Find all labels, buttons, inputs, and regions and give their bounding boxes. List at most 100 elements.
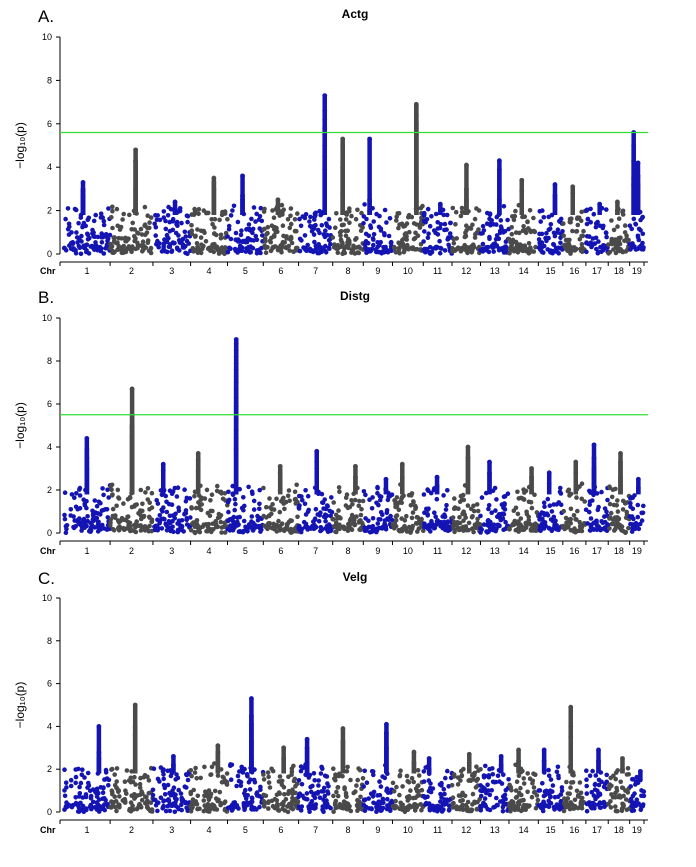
snp-point — [109, 805, 114, 810]
snp-point — [470, 248, 475, 253]
snp-point — [333, 520, 339, 526]
snp-point — [508, 240, 513, 245]
snp-point — [165, 782, 171, 788]
snp-point — [471, 508, 477, 514]
snp-point — [376, 224, 382, 230]
snp-point — [486, 773, 492, 778]
snp-point — [455, 520, 460, 525]
snp-point — [232, 507, 237, 513]
snp-point — [636, 237, 642, 243]
snp-point — [254, 248, 260, 253]
snp-point — [262, 236, 268, 241]
snp-point — [239, 228, 244, 233]
snp-point — [172, 199, 178, 205]
snp-point — [172, 795, 178, 801]
snp-point — [163, 218, 168, 224]
snp-point — [295, 211, 300, 216]
snp-point — [458, 768, 464, 774]
snp-point — [179, 797, 185, 803]
snp-point — [541, 747, 547, 753]
snp-point — [199, 242, 204, 247]
snp-point — [391, 244, 397, 250]
snp-point — [302, 215, 308, 221]
snp-point — [561, 808, 567, 814]
snp-point — [320, 247, 326, 253]
snp-point — [340, 738, 346, 744]
snp-point — [254, 790, 260, 795]
snp-point — [443, 507, 449, 512]
snp-point — [327, 246, 332, 251]
snp-point — [565, 791, 571, 796]
snp-point — [149, 490, 155, 496]
snp-point — [164, 509, 170, 515]
chr-label: 10 — [403, 546, 413, 556]
snp-point — [328, 241, 333, 247]
snp-point — [434, 483, 440, 489]
snp-point — [498, 218, 504, 223]
snp-point — [148, 215, 154, 220]
chr-label: 9 — [375, 546, 380, 556]
snp-point — [484, 221, 490, 226]
snp-point — [494, 214, 500, 220]
snp-point — [579, 242, 585, 247]
snp-point — [406, 246, 411, 252]
snp-point — [296, 794, 301, 800]
snp-point — [528, 522, 533, 527]
snp-point — [428, 781, 433, 786]
snp-point — [502, 244, 508, 249]
snp-point — [298, 768, 304, 774]
snp-point — [492, 485, 498, 491]
snp-point — [538, 219, 543, 224]
snp-point — [549, 509, 555, 514]
snp-point — [413, 132, 419, 138]
snp-point — [384, 786, 390, 791]
snp-point — [183, 250, 188, 256]
snp-point — [603, 230, 609, 236]
chr-label: 8 — [345, 825, 350, 835]
snp-point — [355, 207, 360, 213]
snp-point — [189, 506, 194, 511]
snp-point — [233, 395, 239, 400]
snp-point — [163, 226, 169, 232]
snp-point — [554, 769, 560, 775]
snp-point — [299, 781, 305, 787]
panel-letter: A. — [38, 7, 54, 26]
snp-point — [366, 518, 371, 524]
snp-point — [149, 505, 155, 510]
snp-point — [408, 503, 414, 508]
snp-point — [166, 204, 171, 210]
snp-point — [209, 764, 215, 770]
snp-point — [288, 206, 294, 211]
snp-point — [541, 500, 547, 506]
snp-point — [352, 522, 358, 528]
snp-point — [304, 736, 310, 742]
snp-point — [397, 772, 403, 778]
snp-point — [453, 209, 459, 215]
snp-point — [394, 784, 399, 790]
snp-point — [390, 780, 396, 786]
snp-point — [195, 528, 201, 534]
snp-point — [443, 801, 449, 807]
snp-point — [474, 806, 480, 812]
snp-point — [375, 521, 381, 526]
snp-point — [548, 222, 554, 227]
snp-point — [309, 805, 315, 811]
snp-point — [238, 783, 244, 788]
snp-point — [205, 803, 211, 809]
snp-point — [470, 772, 476, 777]
snp-point — [222, 520, 227, 526]
snp-point — [526, 499, 532, 505]
snp-point — [635, 476, 641, 482]
snp-point — [575, 215, 580, 220]
snp-point — [458, 793, 464, 798]
snp-point — [399, 461, 405, 467]
snp-point — [106, 206, 111, 211]
snp-point — [377, 779, 382, 784]
snp-point — [591, 520, 596, 526]
snp-point — [421, 492, 427, 497]
snp-point — [148, 808, 153, 814]
snp-point — [74, 230, 79, 235]
snp-point — [369, 525, 374, 530]
snp-point — [161, 209, 167, 214]
snp-point — [309, 228, 315, 234]
